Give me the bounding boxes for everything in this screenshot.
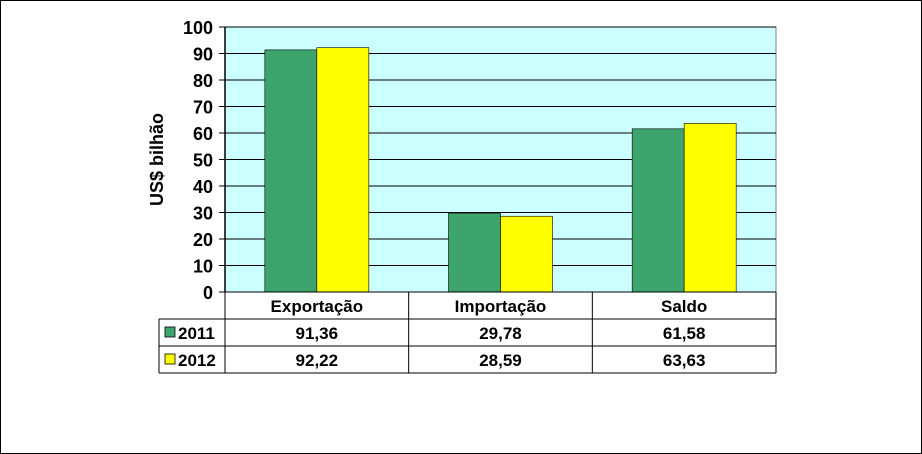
- bar-2011-2: [631, 128, 685, 293]
- y-axis-label: US$ bilhão: [147, 113, 167, 206]
- y-tick-label: 20: [193, 230, 213, 250]
- y-tick-label: 10: [193, 257, 213, 277]
- category-label: Importação: [455, 297, 547, 316]
- data-label: 29,78: [479, 324, 522, 343]
- y-tick-label: 70: [193, 98, 213, 118]
- legend-label: 2011: [178, 324, 215, 343]
- data-table: Exportação Importação Saldo 2011 91,36 29,78 6…: [158, 291, 777, 374]
- y-tick-label: 30: [193, 204, 213, 224]
- data-label: 91,36: [296, 324, 339, 343]
- y-tick-label: 90: [193, 45, 213, 65]
- bar-2012-2: [683, 123, 737, 293]
- legend-label: 2012: [178, 351, 216, 370]
- y-tick-label: 0: [203, 283, 213, 303]
- data-label: 61,58: [663, 324, 706, 343]
- bar-2012-1: [500, 215, 553, 293]
- bars: [264, 47, 737, 293]
- y-tick-label: 100: [183, 18, 213, 38]
- y-tick-label: 50: [193, 151, 213, 171]
- legend-key-2012: [164, 353, 176, 365]
- category-label: Saldo: [661, 297, 707, 316]
- bar-2011-0: [264, 49, 318, 293]
- y-tick-label: 60: [193, 124, 213, 144]
- data-label: 28,59: [479, 351, 522, 370]
- y-axis-ticks: 0 10 20 30 40 50 60 70 80 90 100: [183, 18, 213, 303]
- y-tick-label: 80: [193, 71, 213, 91]
- bar-2011-1: [448, 212, 501, 293]
- data-label: 63,63: [663, 351, 706, 370]
- category-label: Exportação: [271, 297, 364, 316]
- y-tick-label: 40: [193, 177, 213, 197]
- data-label: 92,22: [296, 351, 339, 370]
- bar-2012-0: [316, 47, 370, 293]
- legend-key-2011: [164, 326, 176, 338]
